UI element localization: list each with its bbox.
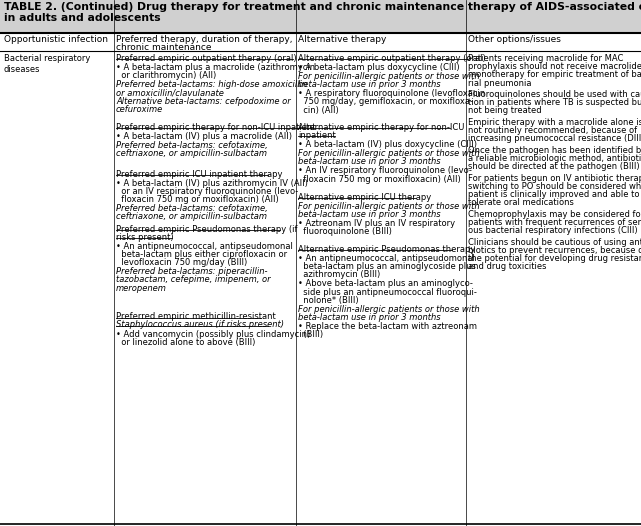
Text: Alternative therapy: Alternative therapy: [298, 35, 387, 44]
Text: risks present): risks present): [116, 233, 174, 242]
Text: not being treated: not being treated: [468, 106, 542, 116]
Text: • A beta-lactam (IV) plus azithromycin IV (AII): • A beta-lactam (IV) plus azithromycin I…: [116, 179, 308, 188]
Text: ceftriaxone, or ampicillin-sulbactam: ceftriaxone, or ampicillin-sulbactam: [116, 213, 267, 221]
Text: Alternative empiric ICU therapy: Alternative empiric ICU therapy: [298, 193, 431, 201]
Text: For penicillin-allergic patients or those with: For penicillin-allergic patients or thos…: [298, 201, 479, 210]
Text: increasing pneumococcal resistance (DIII): increasing pneumococcal resistance (DIII…: [468, 134, 641, 144]
Text: Clinicians should be cautious of using anti-: Clinicians should be cautious of using a…: [468, 238, 641, 247]
Text: should be directed at the pathogen (BIII): should be directed at the pathogen (BIII…: [468, 162, 640, 171]
Text: beta-lactam use in prior 3 months: beta-lactam use in prior 3 months: [298, 157, 440, 166]
Text: and drug toxicities: and drug toxicities: [468, 262, 547, 271]
Text: Alternative beta-lactams: cefpodoxime or: Alternative beta-lactams: cefpodoxime or: [116, 97, 291, 106]
Text: Preferred empiric Pseudomonas therapy (if: Preferred empiric Pseudomonas therapy (i…: [116, 225, 297, 234]
Text: Staphylococcus aureus (if risks present): Staphylococcus aureus (if risks present): [116, 320, 284, 329]
Text: Preferred empiric therapy for non-ICU inpatient: Preferred empiric therapy for non-ICU in…: [116, 123, 315, 132]
Text: tion in patients where TB is suspected but is: tion in patients where TB is suspected b…: [468, 98, 641, 107]
Text: ceftriaxone, or ampicillin-sulbactam: ceftriaxone, or ampicillin-sulbactam: [116, 149, 267, 158]
Text: • A beta-lactam plus doxycycline (CIII): • A beta-lactam plus doxycycline (CIII): [298, 63, 460, 72]
Text: • A beta-lactam plus a macrolide (azithromycin: • A beta-lactam plus a macrolide (azithr…: [116, 63, 315, 72]
Text: or linezolid alone to above (BIII): or linezolid alone to above (BIII): [116, 338, 255, 347]
Text: Alternative empiric therapy for non-ICU: Alternative empiric therapy for non-ICU: [298, 123, 464, 132]
Text: Preferred empiric ICU inpatient therapy: Preferred empiric ICU inpatient therapy: [116, 169, 283, 179]
Text: TABLE 2. (Continued) Drug therapy for treatment and chronic maintenance therapy : TABLE 2. (Continued) Drug therapy for tr…: [4, 2, 641, 12]
Text: the potential for developing drug resistance: the potential for developing drug resist…: [468, 254, 641, 263]
Text: chronic maintenance: chronic maintenance: [116, 43, 212, 52]
Text: Preferred beta-lactams: piperacillin-: Preferred beta-lactams: piperacillin-: [116, 267, 267, 276]
Text: beta-lactam plus an aminoglycoside plus: beta-lactam plus an aminoglycoside plus: [298, 262, 476, 271]
Text: • An antipneumococcal, antipseudomonal: • An antipneumococcal, antipseudomonal: [116, 242, 293, 251]
Text: floxacin 750 mg or moxifloxacin) (AII): floxacin 750 mg or moxifloxacin) (AII): [298, 175, 461, 184]
Text: or amoxicillin/clavulanate: or amoxicillin/clavulanate: [116, 88, 224, 97]
Text: inpatient: inpatient: [298, 131, 336, 140]
Text: For penicillin-allergic patients or those with: For penicillin-allergic patients or thos…: [298, 149, 479, 158]
Bar: [0, 0, 641, 33]
Text: monotherapy for empiric treatment of bacte-: monotherapy for empiric treatment of bac…: [468, 70, 641, 79]
Text: Chemoprophylaxis may be considered for: Chemoprophylaxis may be considered for: [468, 210, 641, 219]
Text: prophylaxis should not receive macrolide: prophylaxis should not receive macrolide: [468, 62, 641, 71]
Text: floxacin 750 mg or moxifloxacin) (AII): floxacin 750 mg or moxifloxacin) (AII): [116, 195, 279, 204]
Text: levofloxacin 750 mg/day (BIII): levofloxacin 750 mg/day (BIII): [116, 258, 247, 267]
Text: Preferred beta-lactams: high-dose amoxicillin: Preferred beta-lactams: high-dose amoxic…: [116, 80, 307, 89]
Text: • A beta-lactam (IV) plus a macrolide (AII): • A beta-lactam (IV) plus a macrolide (A…: [116, 132, 292, 141]
Text: (BIII): (BIII): [298, 330, 323, 339]
Text: beta-lactam use in prior 3 months: beta-lactam use in prior 3 months: [298, 313, 440, 322]
Text: nolone* (BIII): nolone* (BIII): [298, 296, 358, 305]
Text: cin) (AII): cin) (AII): [298, 106, 338, 115]
Text: Alternative empiric outpatient therapy (oral): Alternative empiric outpatient therapy (…: [298, 54, 486, 63]
Text: • Aztreonam IV plus an IV respiratory: • Aztreonam IV plus an IV respiratory: [298, 219, 455, 228]
Text: biotics to prevent recurrences, because of: biotics to prevent recurrences, because …: [468, 246, 641, 255]
Text: tolerate oral medications: tolerate oral medications: [468, 198, 574, 207]
Text: side plus an antipneumococcal fluoroqui-: side plus an antipneumococcal fluoroqui-: [298, 288, 477, 297]
Text: Preferred beta-lactams: cefotaxime,: Preferred beta-lactams: cefotaxime,: [116, 204, 268, 213]
Text: Bacterial respiratory
diseases: Bacterial respiratory diseases: [4, 54, 90, 74]
Text: patients with frequent recurrences of seri-: patients with frequent recurrences of se…: [468, 218, 641, 227]
Text: or clarithromycin) (AII): or clarithromycin) (AII): [116, 71, 216, 80]
Text: • An IV respiratory fluoroquinolone (levo-: • An IV respiratory fluoroquinolone (lev…: [298, 166, 472, 175]
Text: For penicillin-allergic patients or those with: For penicillin-allergic patients or thos…: [298, 305, 479, 314]
Text: beta-lactam use in prior 3 months: beta-lactam use in prior 3 months: [298, 80, 440, 89]
Text: • A beta-lactam (IV) plus doxycycline (CIII): • A beta-lactam (IV) plus doxycycline (C…: [298, 140, 477, 149]
Text: patient is clinically improved and able to: patient is clinically improved and able …: [468, 190, 640, 199]
Text: Alternative empiric Pseudomonas therapy: Alternative empiric Pseudomonas therapy: [298, 245, 476, 254]
Text: cefuroxime: cefuroxime: [116, 105, 163, 114]
Text: Once the pathogen has been identified by: Once the pathogen has been identified by: [468, 146, 641, 155]
Text: • A respiratory fluoroquinolone (levofloxacin: • A respiratory fluoroquinolone (levoflo…: [298, 89, 485, 98]
Text: • Add vancomycin (possibly plus clindamycin): • Add vancomycin (possibly plus clindamy…: [116, 329, 310, 339]
Text: Preferred therapy, duration of therapy,: Preferred therapy, duration of therapy,: [116, 35, 292, 44]
Text: Preferred beta-lactams: cefotaxime,: Preferred beta-lactams: cefotaxime,: [116, 141, 268, 150]
Text: a reliable microbiologic method, antibiotics: a reliable microbiologic method, antibio…: [468, 154, 641, 163]
Text: Opportunistic infection: Opportunistic infection: [4, 35, 108, 44]
Text: For patients begun on IV antibiotic therapy,: For patients begun on IV antibiotic ther…: [468, 174, 641, 183]
Text: switching to PO should be considered when: switching to PO should be considered whe…: [468, 182, 641, 191]
Text: Patients receiving macrolide for MAC: Patients receiving macrolide for MAC: [468, 54, 624, 63]
Text: For penicillin-allergic patients or those with: For penicillin-allergic patients or thos…: [298, 72, 479, 81]
Text: beta-lactam use in prior 3 months: beta-lactam use in prior 3 months: [298, 210, 440, 219]
Text: meropenem: meropenem: [116, 284, 167, 292]
Text: Preferred empiric methicillin-resistant: Preferred empiric methicillin-resistant: [116, 312, 276, 321]
Text: • Above beta-lactam plus an aminoglyco-: • Above beta-lactam plus an aminoglyco-: [298, 279, 473, 288]
Text: Preferred empiric outpatient therapy (oral): Preferred empiric outpatient therapy (or…: [116, 54, 297, 63]
Text: Empiric therapy with a macrolide alone is: Empiric therapy with a macrolide alone i…: [468, 118, 641, 127]
Text: • Replace the beta-lactam with aztreonam: • Replace the beta-lactam with aztreonam: [298, 322, 477, 331]
Text: 750 mg/day, gemifloxacin, or moxifloxa-: 750 mg/day, gemifloxacin, or moxifloxa-: [298, 97, 473, 106]
Text: beta-lactam plus either ciprofloxacin or: beta-lactam plus either ciprofloxacin or: [116, 250, 287, 259]
Text: Fluoroquinolones should be used with cau-: Fluoroquinolones should be used with cau…: [468, 90, 641, 99]
Text: azithromycin (BIII): azithromycin (BIII): [298, 270, 380, 279]
Text: ous bacterial respiratory infections (CIII): ous bacterial respiratory infections (CI…: [468, 226, 638, 235]
Text: fluoroquinolone (BIII): fluoroquinolone (BIII): [298, 227, 392, 236]
Text: tazobactam, cefepime, imipenem, or: tazobactam, cefepime, imipenem, or: [116, 276, 271, 285]
Text: • An antipneumococcal, antipseudomonal: • An antipneumococcal, antipseudomonal: [298, 254, 475, 263]
Text: rial pneumonia: rial pneumonia: [468, 78, 531, 88]
Text: or an IV respiratory fluoroquinolone (levo-: or an IV respiratory fluoroquinolone (le…: [116, 187, 298, 196]
Text: in adults and adolescents: in adults and adolescents: [4, 13, 161, 23]
Text: Other options/issues: Other options/issues: [468, 35, 561, 44]
Text: not routinely recommended, because of: not routinely recommended, because of: [468, 126, 637, 135]
